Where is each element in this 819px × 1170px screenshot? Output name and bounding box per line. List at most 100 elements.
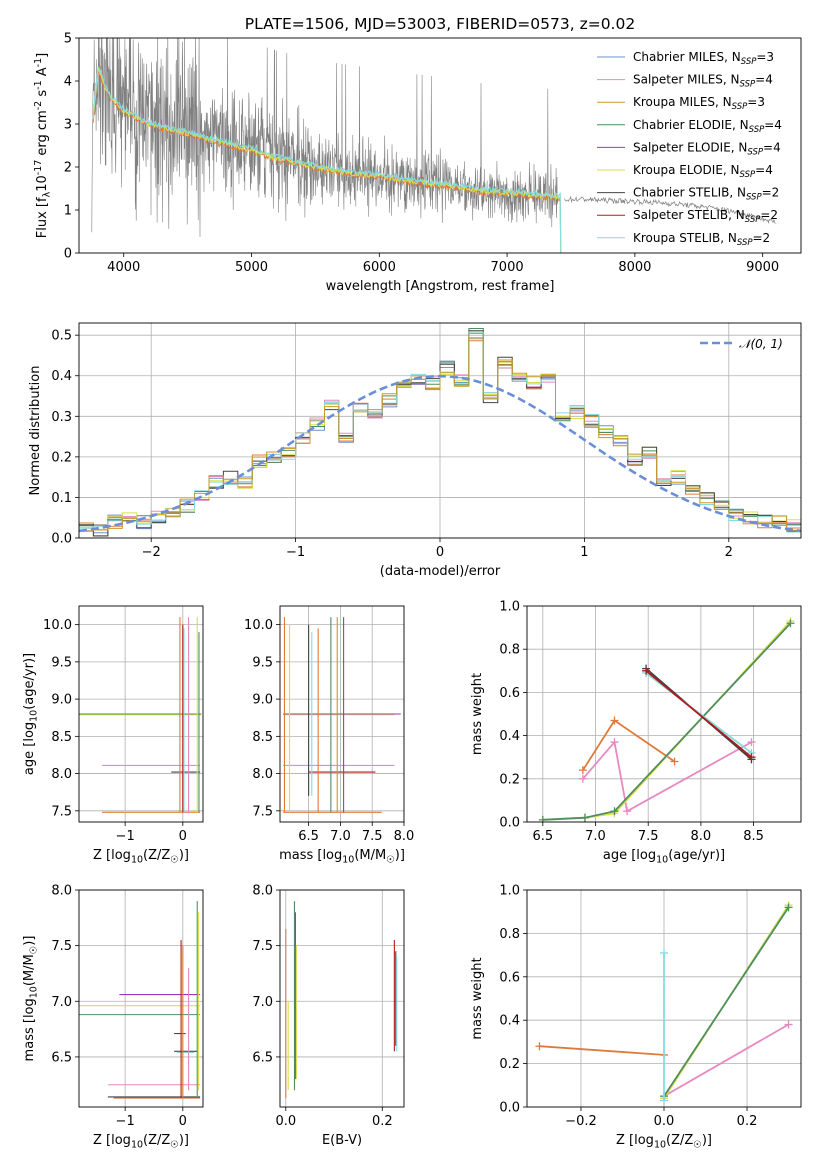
weight-point (660, 1096, 668, 1105)
y-tick-label: 0.2 (499, 1057, 520, 1072)
x-tick-label: 7.0 (585, 829, 606, 844)
y-tick-label: 0.1 (51, 491, 72, 506)
y-tick-label: 10.0 (244, 618, 273, 633)
axes-frame (279, 889, 405, 1108)
weight-point (786, 619, 795, 628)
x-tick-label: 0 (436, 545, 444, 560)
grid (79, 323, 801, 538)
y-tick-label: 0.2 (499, 772, 520, 787)
y-tick-label: 8.0 (51, 767, 72, 782)
y-tick-label: 4 (64, 75, 72, 90)
y-tick-label: 0.0 (51, 532, 72, 547)
x-axis-label: age [log10​(age/yr)] (603, 848, 725, 866)
axes-frame (78, 889, 204, 1108)
x-tick-label: 6.5 (298, 829, 319, 844)
legend-entry: Salpeter MILES, NSSP=4 (633, 73, 773, 90)
y-tick-label: 2 (64, 161, 72, 176)
panel-spectrum: 4000 5000 6000 7000 8000 9000 0 1 2 3 4 5 wavelength… (33, 32, 802, 294)
grid (527, 606, 801, 822)
weight-point (642, 666, 651, 675)
y-tick-label: 7.5 (252, 939, 273, 954)
data-spectrum-tail (564, 195, 776, 224)
x-tick-label: 0.0 (275, 1114, 296, 1129)
y-tick-label: 0.8 (499, 643, 520, 658)
y-axis-label: mass [log10​(M/M☉​)] (22, 936, 40, 1062)
y-tick-label: 0.5 (51, 329, 72, 344)
panel-residuals: −2 −1 0 1 2 0.0 0.1 0.2 0.3 0.4 0.5 (data-model)/er… (28, 322, 802, 579)
plot-area (79, 606, 203, 822)
weight-series (539, 1045, 665, 1056)
y-axis-label: age [log10​(age/yr)] (22, 653, 40, 775)
grid (79, 890, 203, 1107)
y-tick-label: 0.6 (499, 970, 520, 985)
x-tick-label: −2 (142, 545, 161, 560)
model-spectrum (92, 68, 562, 253)
y-axis-label: mass weight (470, 673, 485, 755)
data-spectrum (91, 38, 559, 237)
x-axis-label: (data-model)/error (380, 564, 501, 579)
y-tick-label: 1.0 (499, 884, 520, 899)
weight-series (645, 670, 753, 758)
x-tick-label: 0.2 (737, 1114, 758, 1129)
weight-point (610, 716, 619, 725)
axes-frame (78, 37, 802, 254)
y-tick-label: 6.5 (252, 1050, 273, 1065)
y-tick-label: 5 (64, 32, 72, 47)
plot-area (280, 606, 404, 822)
y-tick-label: 7.5 (51, 939, 72, 954)
plot-area (280, 890, 404, 1107)
y-tick-label: 3 (64, 118, 72, 133)
y-tick-label: 0.2 (51, 450, 72, 465)
weight-series (582, 740, 752, 813)
y-tick-label: 8.0 (252, 767, 273, 782)
x-tick-label: 6.5 (532, 829, 553, 844)
grid (280, 890, 404, 1107)
y-tick-label: 0.6 (499, 686, 520, 701)
legend-entry: Kroupa STELIB, NSSP=2 (633, 231, 770, 248)
legend-entry: Chabrier ELODIE, NSSP=4 (633, 118, 782, 135)
y-tick-label: 0.0 (499, 816, 520, 831)
x-tick-label: −1 (116, 829, 135, 844)
weight-point (610, 738, 619, 747)
y-tick-label: 8.5 (252, 730, 273, 745)
x-tick-label: 8.0 (394, 829, 415, 844)
y-tick-label: 0.8 (499, 927, 520, 942)
weight-point (578, 766, 587, 775)
weight-point (670, 757, 679, 766)
y-tick-label: 9.5 (51, 655, 72, 670)
y-tick-label: 1.0 (499, 600, 520, 615)
y-axis-label: Normed distribution (28, 366, 43, 496)
figure-title: PLATE=1506, MJD=53003, FIBERID=0573, z=0… (245, 15, 635, 33)
legend-entry: Chabrier MILES, NSSP=3 (633, 50, 774, 67)
x-axis-label: E(B-V) (322, 1133, 362, 1148)
panel-z-mass: −1 0 6.5 7.0 7.5 8.0 Z [log10​(Z/Z☉​)] mass [lo… (22, 884, 204, 1151)
panel-mass-age: 6.5 7.0 7.5 8.0 7.5 8.0 8.5 9.0 9.5 10.0 mass [log… (244, 605, 415, 866)
weight-point (538, 815, 547, 822)
y-tick-label: 8.0 (252, 884, 273, 899)
axes-frame (78, 322, 802, 539)
panel-ebv-mass: 0.0 0.2 6.5 7.0 7.5 8.0 E(B-V) (252, 884, 405, 1148)
y-tick-label: 0.0 (499, 1101, 520, 1116)
y-tick-label: 7.0 (51, 995, 72, 1010)
y-tick-label: 6.5 (51, 1050, 72, 1065)
x-tick-label: 6000 (363, 260, 396, 275)
y-axis-label: mass weight (470, 957, 485, 1039)
x-tick-label: 8.5 (743, 829, 764, 844)
axes-frame (279, 605, 405, 823)
plot-area (79, 323, 801, 538)
legend-entry: Salpeter ELODIE, NSSP=4 (633, 140, 781, 157)
x-tick-label: 7000 (491, 260, 524, 275)
plot-area (79, 890, 203, 1107)
weight-point (580, 813, 589, 822)
x-tick-label: 5000 (235, 260, 268, 275)
axes-frame (526, 889, 802, 1108)
x-axis-label: Z [log10​(Z/Z☉​)] (616, 1133, 712, 1151)
weight-point (747, 753, 756, 762)
legend-entry: Kroupa ELODIE, NSSP=4 (633, 163, 773, 180)
histogram-step (79, 332, 801, 532)
x-tick-label: 0.0 (654, 1114, 675, 1129)
y-tick-label: 8.5 (51, 730, 72, 745)
y-tick-label: 0.3 (51, 410, 72, 425)
histogram-step (79, 330, 801, 537)
